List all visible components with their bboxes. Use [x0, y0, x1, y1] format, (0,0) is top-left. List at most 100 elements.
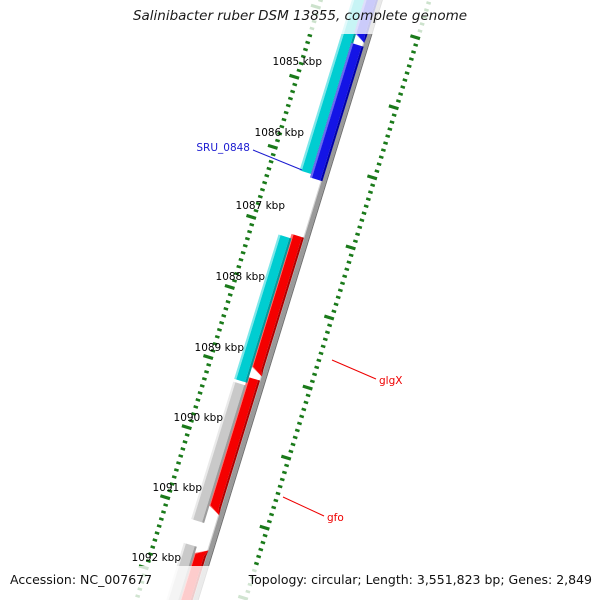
- ruler-minor-tick: [279, 124, 285, 129]
- ruler-minor-tick: [413, 43, 419, 47]
- ruler-minor-tick: [359, 218, 365, 223]
- ruler-minor-tick: [242, 243, 248, 248]
- ruler-minor-tick: [274, 138, 281, 143]
- ruler-minor-tick: [303, 400, 309, 405]
- ruler-minor-tick: [300, 54, 306, 59]
- ruler-minor-tick: [255, 201, 261, 206]
- ruler-minor-tick: [309, 379, 315, 384]
- ruler-minor-tick: [180, 447, 186, 451]
- ruler-minor-tick: [355, 232, 361, 237]
- ruler-minor-tick: [367, 190, 374, 195]
- ruler-minor-tick: [176, 461, 182, 465]
- ruler-minor-tick: [203, 369, 210, 374]
- ruler-minor-tick: [290, 442, 296, 447]
- ruler-minor-tick: [262, 533, 268, 538]
- ruler-minor-tick: [410, 50, 417, 54]
- ruler-minor-tick: [271, 505, 277, 510]
- feature-leader-line: [252, 149, 303, 171]
- ruler-minor-tick: [216, 327, 222, 332]
- ruler-major-tick: [181, 424, 192, 431]
- ruler-minor-tick: [298, 61, 304, 66]
- ruler-minor-tick: [296, 68, 302, 73]
- gene-cyan-upper-bevel-light: [299, 0, 355, 172]
- page-title: Salinibacter ruber DSM 13855, complete g…: [132, 8, 468, 24]
- ruler-minor-tick: [247, 229, 253, 234]
- ruler-minor-tick: [163, 503, 169, 507]
- ruler-minor-tick: [305, 393, 311, 398]
- ruler-major-tick: [259, 524, 270, 531]
- ruler-minor-tick: [277, 131, 283, 136]
- ruler-minor-tick: [426, 1, 432, 5]
- ruler-major-tick: [409, 34, 421, 41]
- gene-red-gfo-bevel-dark: [218, 380, 261, 516]
- ruler-minor-tick: [221, 313, 227, 318]
- ruler-minor-tick: [301, 407, 307, 412]
- feature-label-sru_0848[interactable]: SRU_0848: [196, 142, 250, 154]
- ruler-minor-tick: [188, 419, 195, 423]
- ruler-minor-tick: [173, 468, 179, 472]
- ruler-minor-tick: [307, 33, 313, 38]
- ruler-major-tick: [224, 283, 235, 290]
- ruler-minor-tick: [169, 482, 175, 486]
- gene-cyan-upper: [301, 0, 365, 174]
- ruler-minor-tick: [210, 348, 216, 353]
- ruler-tick-label: 1088 kbp: [215, 271, 265, 283]
- ruler-minor-tick: [302, 47, 309, 52]
- ruler-minor-tick: [387, 127, 393, 132]
- ruler-minor-tick: [357, 225, 363, 230]
- ruler-tick-label: 1092 kbp: [131, 552, 181, 564]
- feature-leader-line: [282, 496, 325, 517]
- ruler-minor-tick: [348, 253, 354, 258]
- ruler-tick-label: 1085 kbp: [272, 56, 322, 68]
- ruler-minor-tick: [268, 159, 274, 164]
- accession-text: Accession: NC_007677: [10, 572, 153, 587]
- ruler-minor-tick: [266, 519, 272, 524]
- ruler-minor-tick: [156, 524, 162, 528]
- ruler-minor-tick: [231, 278, 238, 283]
- ruler-minor-tick: [378, 155, 384, 160]
- ruler-major-tick: [159, 494, 171, 501]
- ruler-tick-label: 1086 kbp: [254, 127, 304, 139]
- ruler-minor-tick: [309, 26, 315, 31]
- ruler-minor-tick: [402, 78, 408, 82]
- gene-red-glgx: [252, 234, 302, 377]
- gene-red-gfo: [210, 377, 259, 516]
- ruler-minor-tick: [285, 103, 291, 108]
- ruler-minor-tick: [398, 92, 404, 96]
- ruler-major-tick: [245, 213, 257, 220]
- ruler-minor-tick: [193, 405, 199, 409]
- ruler-minor-tick: [374, 169, 380, 174]
- genome-backbone-bevel-dark: [197, 0, 383, 600]
- ruler-minor-tick: [395, 99, 402, 103]
- ruler-minor-tick: [335, 295, 341, 300]
- ruler-minor-tick: [206, 362, 212, 367]
- ruler-minor-tick: [160, 510, 167, 514]
- ruler-minor-tick: [195, 398, 201, 402]
- ruler-minor-tick: [346, 260, 352, 265]
- ruler-major-tick: [267, 143, 278, 150]
- ruler-minor-tick: [145, 559, 151, 563]
- ruler-minor-tick: [219, 320, 225, 325]
- ruler-minor-tick: [279, 477, 285, 482]
- ruler-minor-tick: [380, 148, 386, 153]
- ruler-minor-tick: [365, 197, 371, 202]
- ruler-minor-tick: [249, 222, 255, 227]
- ruler-minor-tick: [234, 271, 240, 276]
- ruler-minor-tick: [294, 428, 300, 433]
- feature-label-glgx[interactable]: glgX: [379, 375, 403, 387]
- ruler-major-tick: [302, 384, 313, 391]
- ruler-minor-tick: [376, 162, 382, 167]
- ruler-major-tick: [366, 174, 378, 181]
- gene-blue-upper-b: [311, 43, 362, 181]
- ruler-minor-tick: [404, 71, 410, 75]
- ruler-minor-tick: [258, 547, 264, 552]
- ruler-major-tick: [388, 104, 399, 111]
- ruler-minor-tick: [417, 29, 423, 33]
- ruler-minor-tick: [244, 236, 250, 241]
- gene-blue-upper-b-bevel-dark: [320, 46, 364, 182]
- ruler-minor-tick: [264, 173, 270, 178]
- feature-label-gfo[interactable]: gfo: [327, 512, 344, 524]
- ruler-minor-tick: [290, 89, 296, 94]
- gene-cyan-lower: [236, 235, 290, 383]
